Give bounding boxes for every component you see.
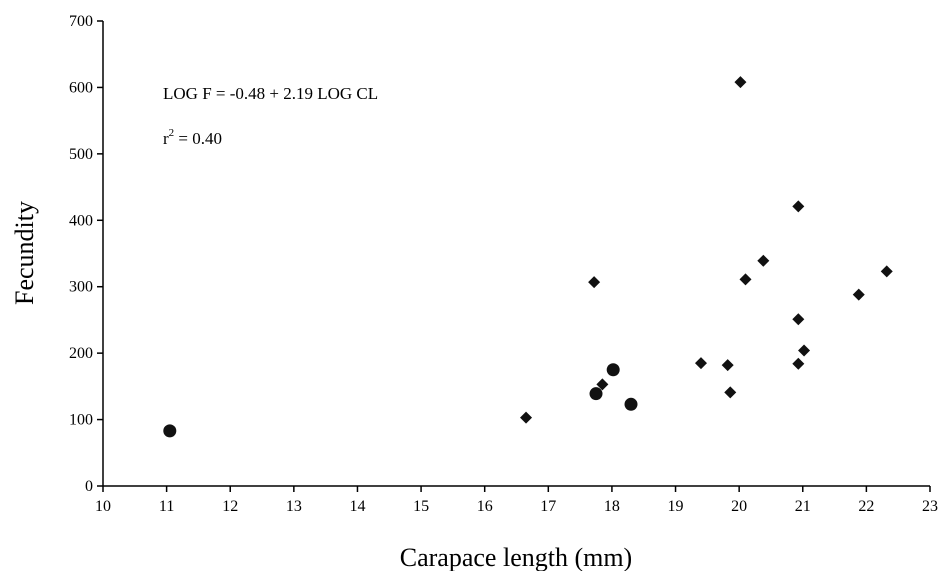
r-squared-annotation: r2 = 0.40 (163, 127, 222, 148)
data-point-diamond (798, 344, 811, 357)
axes (102, 21, 930, 487)
x-axis-ticks: 10 11 12 13 14 15 16 17 18 19 20 21 22 23 (95, 486, 938, 515)
data-point-circle (163, 424, 177, 438)
y-tick-label: 100 (69, 412, 93, 429)
x-tick-label: 14 (349, 498, 365, 515)
data-point-diamond (724, 386, 737, 399)
y-axis-ticks: 0 100 200 300 400 500 600 700 (69, 13, 103, 495)
r-squared-value: = 0.40 (174, 129, 222, 148)
x-tick-label: 18 (604, 498, 620, 515)
data-point-diamond (792, 357, 805, 370)
data-point-diamond (792, 200, 805, 213)
data-point-diamond (852, 288, 865, 301)
x-tick-label: 15 (413, 498, 429, 515)
x-tick-label: 16 (477, 498, 493, 515)
data-point-diamond (757, 254, 770, 267)
y-tick-label: 400 (69, 212, 93, 229)
data-point-circle (606, 363, 620, 377)
y-tick-label: 300 (69, 279, 93, 296)
x-tick-label: 11 (159, 498, 174, 515)
x-tick-label: 19 (668, 498, 684, 515)
data-point-diamond (721, 359, 734, 372)
data-point-diamond (734, 76, 747, 89)
x-tick-label: 17 (540, 498, 556, 515)
y-tick-label: 0 (85, 478, 93, 495)
x-tick-label: 20 (731, 498, 747, 515)
data-point-diamond (520, 411, 533, 424)
y-tick-label: 500 (69, 146, 93, 163)
x-axis-title: Carapace length (mm) (400, 543, 632, 571)
equation-annotation: LOG F = -0.48 + 2.19 LOG CL (163, 84, 378, 103)
y-tick-label: 600 (69, 79, 93, 96)
data-point-diamond (792, 313, 805, 326)
x-tick-label: 12 (222, 498, 238, 515)
r-squared-superscript: 2 (169, 127, 175, 139)
data-point-diamond (880, 265, 893, 278)
data-point-circle (624, 397, 638, 411)
x-tick-label: 21 (795, 498, 811, 515)
x-tick-label: 22 (858, 498, 874, 515)
data-point-diamond (596, 378, 609, 391)
y-tick-label: 700 (69, 13, 93, 30)
x-tick-label: 10 (95, 498, 111, 515)
data-points (163, 76, 893, 438)
y-axis-title: Fecundity (10, 201, 39, 305)
data-point-diamond (694, 357, 707, 370)
x-tick-label: 13 (286, 498, 302, 515)
data-point-circle (589, 387, 603, 401)
y-tick-label: 200 (69, 345, 93, 362)
data-point-diamond (588, 276, 601, 289)
data-point-diamond (739, 273, 752, 286)
x-tick-label: 23 (922, 498, 938, 515)
r-squared-base: r (163, 129, 169, 148)
